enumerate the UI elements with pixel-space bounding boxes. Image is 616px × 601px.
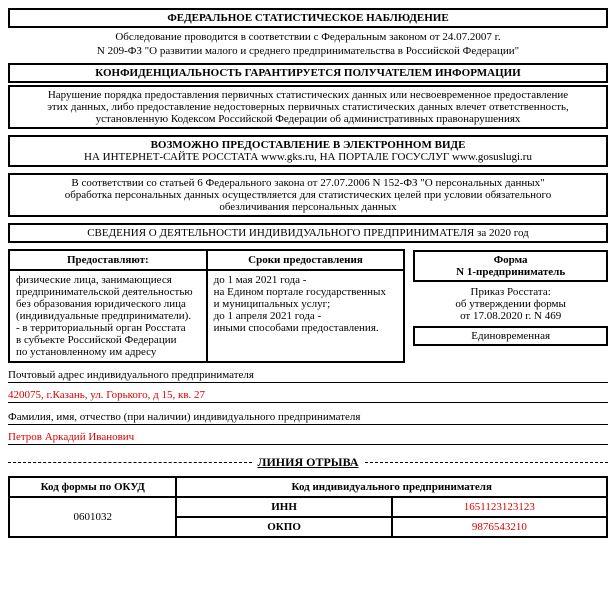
c1l6: в субъекте Российской Федерации xyxy=(16,334,176,346)
c2l3: и муниципальных услуг; xyxy=(214,298,330,310)
col1-body: физические лица, занимающиеся предприним… xyxy=(9,270,207,362)
fio-label: Фамилия, имя, отчество (при наличии) инд… xyxy=(8,411,608,423)
electronic-block: ВОЗМОЖНО ПРЕДОСТАВЛЕНИЕ В ЭЛЕКТРОННОМ ВИ… xyxy=(8,135,608,167)
fio-value: Петров Аркадий Иванович xyxy=(8,431,608,443)
col2-header: Сроки предоставления xyxy=(207,250,405,270)
codes-table: Код формы по ОКУД Код индивидуального пр… xyxy=(8,476,608,538)
col1-header: Предоставляют: xyxy=(9,250,207,270)
conf-l3: установленную Кодексом Российской Федера… xyxy=(96,113,521,125)
conf-l2: этих данных, либо предоставление недосто… xyxy=(47,101,569,113)
header-sub1: Обследование проводится в соответствии с… xyxy=(115,31,500,43)
code-ip-header: Код индивидуального предпринимателя xyxy=(176,477,607,497)
order-cell: Приказ Росстата: об утверждении формы от… xyxy=(414,281,607,327)
okud-header: Код формы по ОКУД xyxy=(9,477,176,497)
pdata-l2: обработка персональных данных осуществля… xyxy=(65,189,552,201)
form-box: Форма N 1-предприниматель xyxy=(414,251,607,281)
tear-dash-right xyxy=(365,462,609,463)
pdata-l3: обезличивания персональных данных xyxy=(219,201,396,213)
c1l5: - в территориальный орган Росстата xyxy=(16,322,186,334)
col2-body: до 1 мая 2021 года - на Едином портале г… xyxy=(207,270,405,362)
conf-l1: Нарушение порядка предоставления первичн… xyxy=(48,89,568,101)
tear-label: ЛИНИЯ ОТРЫВА xyxy=(252,455,365,470)
tear-dash-left xyxy=(8,462,252,463)
form-l1: Форма xyxy=(494,254,528,266)
confidentiality-block: КОНФИДЕНЦИАЛЬНОСТЬ ГАРАНТИРУЕТСЯ ПОЛУЧАТ… xyxy=(8,63,608,83)
fio-rule-2 xyxy=(8,444,608,445)
pdata-l1: В соответствии со статьей 6 Федерального… xyxy=(71,177,544,189)
okpo-value: 9876543210 xyxy=(392,517,607,537)
c2l4: до 1 апреля 2021 года - xyxy=(214,310,321,322)
form-l2: N 1-предприниматель xyxy=(456,266,565,278)
header-block: ФЕДЕРАЛЬНОЕ СТАТИСТИЧЕСКОЕ НАБЛЮДЕНИЕ xyxy=(8,8,608,28)
activity-block: СВЕДЕНИЯ О ДЕЯТЕЛЬНОСТИ ИНДИВИДУАЛЬНОГО … xyxy=(8,223,608,243)
personal-data-block: В соответствии со статьей 6 Федерального… xyxy=(8,173,608,217)
tear-line: ЛИНИЯ ОТРЫВА xyxy=(8,455,608,470)
header-sub2: N 209-ФЗ "О развитии малого и среднего п… xyxy=(97,45,519,57)
order-l1: Приказ Росстата: xyxy=(471,286,551,298)
address-label: Почтовый адрес индивидуального предприни… xyxy=(8,369,608,381)
okpo-label: ОКПО xyxy=(176,517,391,537)
confidentiality-title: КОНФИДЕНЦИАЛЬНОСТЬ ГАРАНТИРУЕТСЯ ПОЛУЧАТ… xyxy=(16,67,600,79)
okud-value: 0601032 xyxy=(9,497,176,537)
c1l1: физические лица, занимающиеся xyxy=(16,274,172,286)
c2l1: до 1 мая 2021 года - xyxy=(214,274,307,286)
electronic-sub: НА ИНТЕРНЕТ-САЙТЕ РОССТАТА www.gks.ru, Н… xyxy=(16,151,600,163)
fio-rule xyxy=(8,424,608,425)
inn-value: 1651123123123 xyxy=(392,497,607,517)
address-value: 420075, г.Казань, ул. Горького, д 15, кв… xyxy=(8,389,608,401)
activity-text: СВЕДЕНИЯ О ДЕЯТЕЛЬНОСТИ ИНДИВИДУАЛЬНОГО … xyxy=(87,227,529,239)
c1l3: без образования юридического лица xyxy=(16,298,186,310)
inn-label: ИНН xyxy=(176,497,391,517)
main-table: Предоставляют: Сроки предоставления Форм… xyxy=(8,249,608,363)
c1l2: предпринимательской деятельностью xyxy=(16,286,193,298)
c1l7: по установленному им адресу xyxy=(16,346,156,358)
c1l4: (индивидуальные предприниматели). xyxy=(16,310,191,322)
onetime-box: Единовременная xyxy=(414,327,607,345)
header-sub: Обследование проводится в соответствии с… xyxy=(8,30,608,59)
form-info-cell: Форма N 1-предприниматель Приказ Росстат… xyxy=(404,250,608,362)
c2l5: иными способами предоставления. xyxy=(214,322,379,334)
address-rule xyxy=(8,382,608,383)
header-title: ФЕДЕРАЛЬНОЕ СТАТИСТИЧЕСКОЕ НАБЛЮДЕНИЕ xyxy=(16,12,600,24)
order-l3: от 17.08.2020 г. N 469 xyxy=(460,310,561,322)
c2l2: на Едином портале государственных xyxy=(214,286,386,298)
order-l2: об утверждении формы xyxy=(455,298,565,310)
address-rule-2 xyxy=(8,402,608,403)
confidentiality-text: Нарушение порядка предоставления первичн… xyxy=(8,85,608,129)
electronic-title: ВОЗМОЖНО ПРЕДОСТАВЛЕНИЕ В ЭЛЕКТРОННОМ ВИ… xyxy=(16,139,600,151)
